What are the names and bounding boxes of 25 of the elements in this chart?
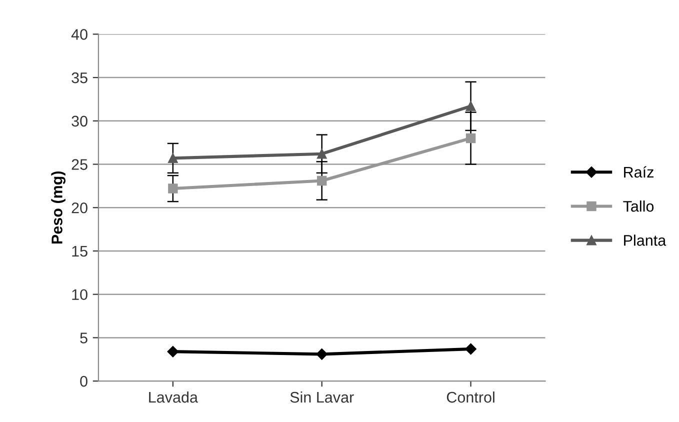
y-tick-label: 5 xyxy=(80,332,88,344)
point xyxy=(466,133,476,144)
point xyxy=(167,346,179,358)
point xyxy=(316,348,328,360)
point xyxy=(168,184,178,194)
x-tick-label: Sin Lavar xyxy=(290,391,354,403)
point xyxy=(316,176,327,186)
point xyxy=(316,148,327,159)
legend-label: Tallo xyxy=(623,200,654,212)
legend-label: Planta xyxy=(624,234,666,246)
y-tick-label: 20 xyxy=(72,202,88,214)
point xyxy=(168,153,178,164)
y-tick-label: 25 xyxy=(72,159,88,170)
x-tick-label: Lavada xyxy=(149,391,198,403)
point xyxy=(466,101,476,112)
y-tick-label: 35 xyxy=(72,72,88,84)
x-tick-label: Control xyxy=(446,391,494,403)
y-tick-label: 10 xyxy=(72,289,88,300)
legend-label: Raíz xyxy=(624,166,654,178)
y-axis-title: Peso (mg) xyxy=(51,171,66,244)
y-tick-label: 40 xyxy=(71,29,88,40)
point xyxy=(465,343,476,355)
y-tick-label: 30 xyxy=(72,116,88,127)
y-tick-label: 15 xyxy=(72,246,88,257)
y-tick-label: 0 xyxy=(80,376,88,387)
